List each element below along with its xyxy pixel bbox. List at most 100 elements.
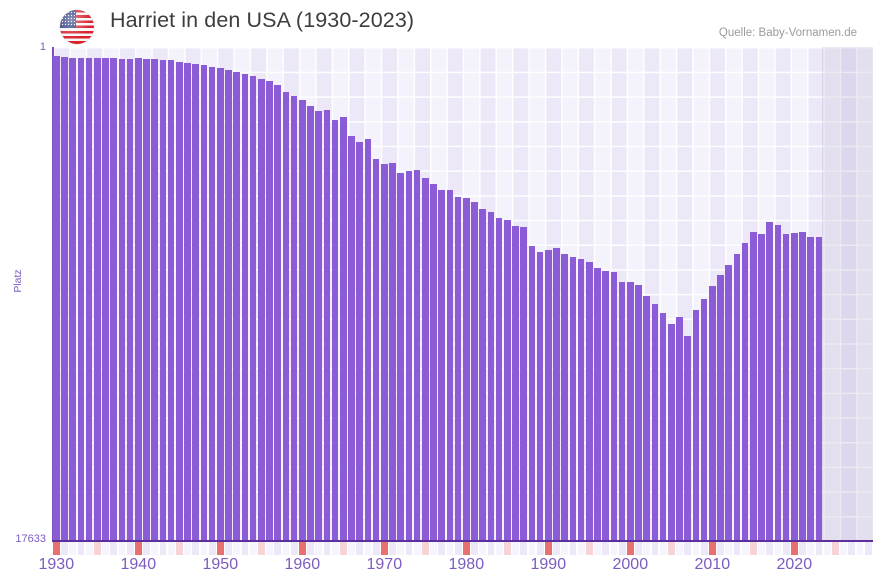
bar	[118, 58, 126, 540]
tick-cell	[389, 542, 397, 555]
bar	[249, 76, 257, 540]
bar	[635, 284, 642, 540]
tick-cell	[471, 542, 479, 555]
bar	[266, 81, 273, 540]
bar	[315, 111, 322, 540]
tick-cell	[364, 542, 372, 555]
tick-cell-half-decade	[176, 542, 183, 555]
tick-cell	[167, 542, 175, 555]
tick-cell-half-decade	[832, 542, 839, 555]
tick-cell	[438, 542, 446, 555]
tick-cell	[372, 542, 380, 555]
x-tick-label: 1990	[530, 556, 567, 573]
tick-cell	[77, 542, 85, 555]
tick-cell	[577, 542, 585, 555]
bar	[290, 95, 298, 540]
bar	[545, 249, 552, 540]
tick-cell	[348, 542, 356, 555]
bar	[233, 72, 240, 540]
bar	[159, 59, 167, 540]
tick-cell	[864, 542, 872, 555]
flag-canton	[60, 10, 76, 28]
bar	[397, 172, 404, 540]
tick-cell-half-decade	[258, 542, 265, 555]
flag-gloss	[60, 10, 94, 44]
bar	[61, 57, 68, 540]
tick-cell	[266, 542, 274, 555]
bar	[323, 109, 331, 540]
bar	[717, 274, 724, 540]
bar	[77, 58, 85, 540]
x-axis-tick-strip	[53, 542, 873, 555]
tick-cell	[594, 542, 602, 555]
tick-cell	[799, 542, 807, 555]
bar	[520, 227, 527, 540]
y-axis-line	[52, 47, 54, 541]
tick-cell	[85, 542, 93, 555]
x-tick-label: 1960	[284, 556, 321, 573]
bar	[741, 242, 749, 540]
tick-cell	[495, 542, 503, 555]
tick-cell	[200, 542, 208, 555]
y-axis-title: Platz	[12, 269, 24, 293]
x-tick-label: 1930	[38, 556, 75, 573]
bar	[364, 139, 372, 540]
bar	[463, 197, 470, 540]
tick-cell	[331, 542, 339, 555]
tick-cell	[717, 542, 725, 555]
bar	[782, 234, 790, 540]
bar	[167, 60, 175, 540]
bar	[602, 270, 609, 540]
tick-cell	[741, 542, 749, 555]
bar	[791, 232, 798, 540]
tick-cell-decade	[463, 542, 470, 555]
source-label: Quelle: Baby-Vornamen.de	[718, 27, 857, 39]
bar	[217, 68, 224, 540]
tick-cell-decade	[299, 542, 306, 555]
tick-cell-half-decade	[340, 542, 347, 555]
tick-cell	[405, 542, 413, 555]
bar	[799, 231, 806, 540]
x-tick-label: 1950	[202, 556, 239, 573]
tick-cell	[725, 542, 733, 555]
bar	[766, 221, 773, 540]
bar	[438, 189, 445, 540]
bar	[536, 252, 544, 540]
tick-cell	[692, 542, 700, 555]
bar	[454, 196, 462, 540]
bar	[504, 220, 511, 540]
bar	[274, 84, 281, 540]
tick-cell-half-decade	[750, 542, 757, 555]
tick-cell	[110, 542, 118, 555]
tick-cell-decade	[709, 542, 716, 555]
tick-cell	[856, 542, 864, 555]
bar	[208, 66, 216, 540]
bar	[495, 217, 503, 540]
tick-cell-decade	[53, 542, 60, 555]
tick-cell	[356, 542, 364, 555]
bar	[331, 119, 339, 540]
tick-cell	[118, 542, 126, 555]
tick-cell	[397, 542, 405, 555]
bar	[479, 209, 486, 540]
bar	[692, 309, 700, 540]
bar	[405, 171, 413, 540]
bar	[610, 272, 618, 540]
tick-cell-decade	[627, 542, 634, 555]
tick-cell	[430, 542, 438, 555]
bar	[676, 316, 683, 540]
bar	[126, 58, 134, 540]
bar	[586, 262, 593, 540]
x-tick-label: 2010	[694, 556, 731, 573]
tick-cell	[159, 542, 167, 555]
tick-cell	[651, 542, 659, 555]
tick-cell	[225, 542, 233, 555]
bar	[758, 234, 765, 540]
tick-cell	[676, 542, 684, 555]
y-axis-bottom-tick-label: 17633	[15, 533, 46, 545]
bar	[69, 58, 76, 540]
tick-cell-decade	[135, 542, 142, 555]
bar	[561, 253, 568, 540]
tick-cell	[553, 542, 561, 555]
tick-cell	[446, 542, 454, 555]
